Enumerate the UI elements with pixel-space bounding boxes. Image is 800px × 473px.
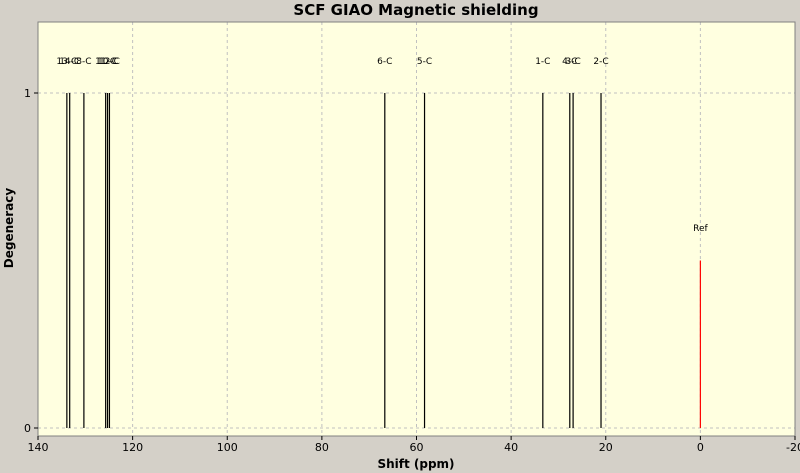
x-tick-label: 60 xyxy=(410,441,424,454)
x-tick-label: 100 xyxy=(217,441,238,454)
chart-title: SCF GIAO Magnetic shielding xyxy=(293,1,538,19)
x-tick-label: 80 xyxy=(315,441,329,454)
peak-label: 4-C xyxy=(562,57,577,67)
y-axis-label: Degeneracy xyxy=(2,188,16,269)
peak-label: 6-C xyxy=(377,57,392,67)
x-tick-label: 20 xyxy=(599,441,613,454)
x-tick-label: 0 xyxy=(697,441,704,454)
peaks xyxy=(66,93,701,428)
peak-label: 2-C xyxy=(593,57,608,67)
y-tick-label: 0 xyxy=(24,422,31,435)
peak-label: 5-C xyxy=(417,57,432,67)
y-tick-label: 1 xyxy=(24,87,31,100)
peak-label: 3-C xyxy=(565,57,580,67)
peak-label: 10-C xyxy=(97,57,118,67)
peak-label: 11-C xyxy=(95,57,116,67)
peak-label: 12-C xyxy=(99,57,120,67)
x-tick-label: 40 xyxy=(504,441,518,454)
peak-label: 8-C xyxy=(76,57,91,67)
reference-label: Ref xyxy=(693,224,708,234)
x-tick-label: 140 xyxy=(28,441,49,454)
peak-labels: 13-C14-C8-C 11-C10-C12-C 6-C 5-C 1-C 4-C3-C 2-… xyxy=(56,57,708,234)
x-tick-label: 120 xyxy=(122,441,143,454)
x-tick-label: -20 xyxy=(786,441,800,454)
x-axis-label: Shift (ppm) xyxy=(377,457,454,471)
peak-label: 13-C xyxy=(56,57,77,67)
peak-label: 14-C xyxy=(59,57,80,67)
peak-label: 1-C xyxy=(535,57,550,67)
axis-ticks: 140 120 100 80 60 40 20 0 -20 0 1 xyxy=(24,87,800,454)
